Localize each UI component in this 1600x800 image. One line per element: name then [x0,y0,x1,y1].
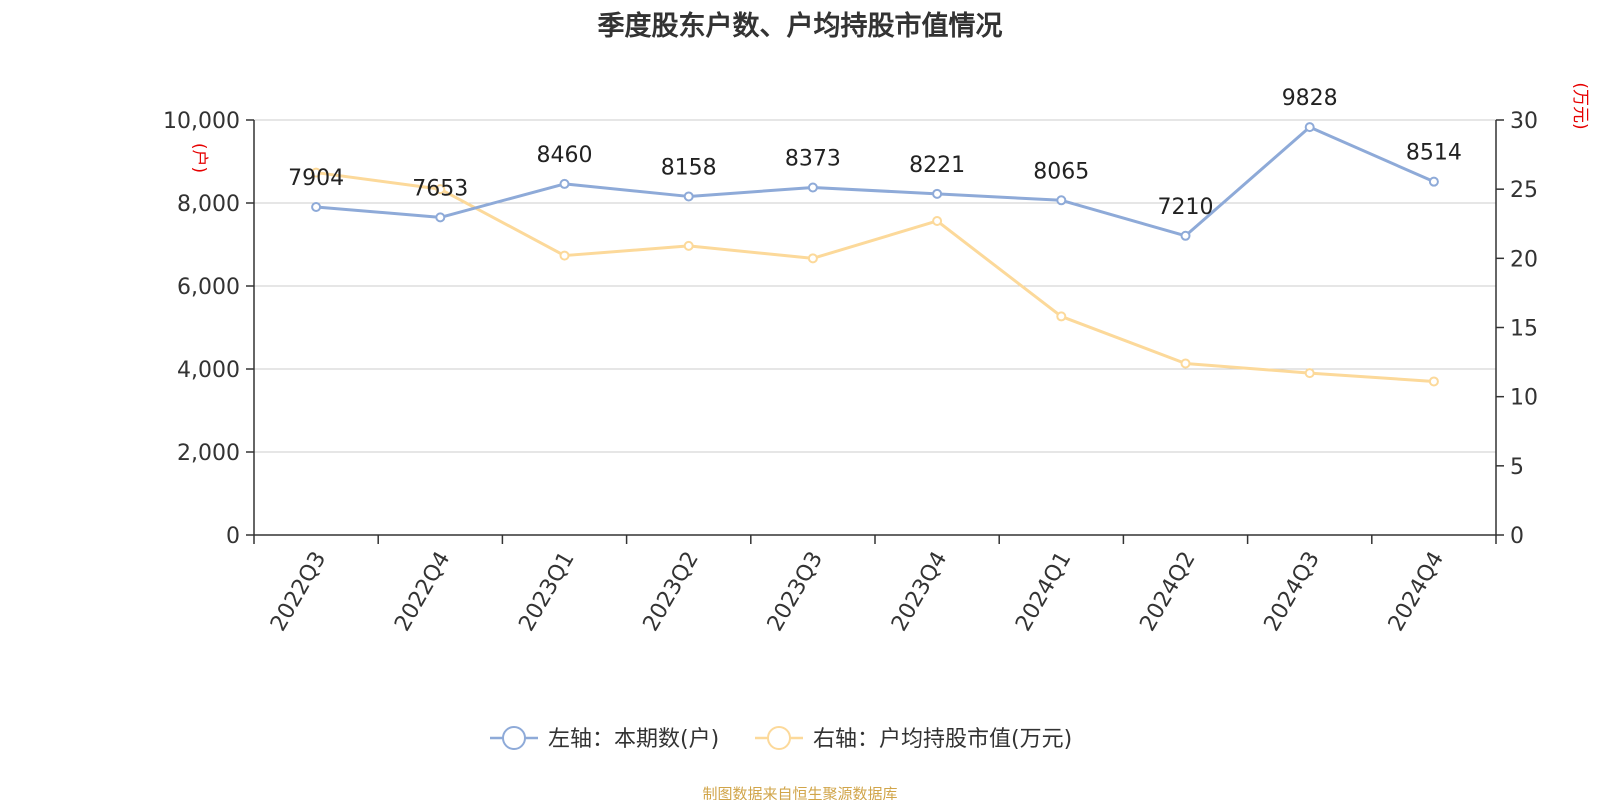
series-point-1 [435,184,446,195]
data-label: 7210 [1158,195,1214,220]
right-axis-tick-label: 15 [1510,317,1538,342]
data-label: 8373 [785,147,841,172]
right-axis-tick-label: 0 [1510,524,1524,549]
series-point-0 [559,178,570,189]
series-point-0 [1304,122,1315,133]
chart-svg: 0 2,000 4,000 6,000 8,000 10,000 (户) 0 5 10 15 20 25… [163,82,1590,752]
data-label: 7653 [412,176,468,201]
data-label: 8460 [537,143,593,168]
x-axis-tick-label: 2023Q3 [763,548,828,636]
legend-marker-1 [767,726,791,750]
series-point-1 [683,240,694,251]
right-axis-tick-label: 20 [1510,247,1538,272]
right-axis-tick-label: 25 [1510,178,1538,203]
left-axis-unit: (户) [189,143,209,173]
series-point-1 [1180,358,1191,369]
left-axis-tick-label: 10,000 [163,109,240,134]
label-layer: 7904 7653 8460 8158 8373 8221 8065 7210 9828 8514 [288,86,1462,220]
x-axis-tick-label: 2024Q3 [1260,548,1325,636]
x-axis-tick-label: 2022Q4 [390,548,455,636]
series-point-0 [435,212,446,223]
source-note: 制图数据来自恒生聚源数据库 [702,785,898,800]
legend-label-0: 左轴：本期数(户) [548,727,719,752]
legend-label-1: 右轴：户均持股市值(万元) [813,727,1072,752]
left-axis-tick-label: 4,000 [177,358,240,383]
series-point-0 [807,182,818,193]
series-point-0 [932,188,943,199]
series-point-1 [1304,368,1315,379]
left-axis-tick-label: 0 [226,524,240,549]
series-layer [311,122,1439,387]
series-point-1 [1428,376,1439,387]
left-axis-tick-label: 8,000 [177,192,240,217]
series-point-1 [311,167,322,178]
grid-layer [254,119,1496,453]
right-axis-unit: (万元) [1570,82,1590,129]
series-point-1 [559,250,570,261]
axis-layer: 0 2,000 4,000 6,000 8,000 10,000 (户) 0 5 10 15 20 25… [163,82,1590,635]
x-axis-tick-label: 2024Q4 [1384,548,1449,636]
x-axis-tick-label: 2023Q2 [639,548,704,636]
series-point-0 [311,201,322,212]
chart-title: 季度股东户数、户均持股市值情况 [597,11,1003,42]
series-point-0 [1428,176,1439,187]
legend-layer: 左轴：本期数(户) 右轴：户均持股市值(万元) [490,726,1072,752]
data-label: 9828 [1282,86,1338,111]
x-axis-tick-label: 2023Q4 [887,548,952,636]
series-line-1 [315,171,1435,383]
right-axis-tick-label: 10 [1510,386,1538,411]
x-axis-tick-label: 2024Q2 [1135,548,1200,636]
series-point-0 [1180,230,1191,241]
x-axis-tick-label: 2023Q1 [514,548,579,636]
right-axis-tick-label: 30 [1510,109,1538,134]
series-line-0 [315,125,1435,238]
data-label: 8065 [1033,159,1089,184]
data-label: 8514 [1406,141,1462,166]
legend-marker-0 [502,726,526,750]
data-label: 7904 [288,166,344,191]
series-point-1 [1056,311,1067,322]
x-axis-tick-label: 2022Q3 [266,548,331,636]
series-point-0 [683,191,694,202]
left-axis-tick-label: 2,000 [177,441,240,466]
series-point-1 [807,253,818,264]
x-axis-tick-label: 2024Q1 [1011,548,1076,636]
data-label: 8158 [661,155,717,180]
series-point-1 [932,215,943,226]
left-axis-tick-label: 6,000 [177,275,240,300]
data-label: 8221 [909,153,965,178]
series-point-0 [1056,195,1067,206]
right-axis-tick-label: 5 [1510,455,1524,480]
